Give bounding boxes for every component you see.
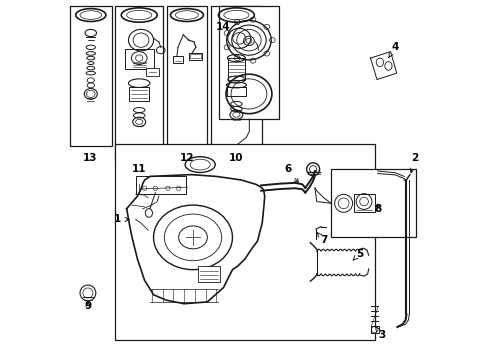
Bar [115, 144, 375, 339]
Bar [354, 194, 375, 212]
Bar [370, 326, 379, 333]
Polygon shape [126, 175, 265, 304]
Bar [167, 6, 207, 146]
Bar [147, 68, 159, 76]
Bar [219, 6, 279, 119]
Bar [191, 54, 200, 58]
Bar [227, 87, 245, 96]
Text: 10: 10 [229, 153, 244, 163]
Text: 12: 12 [180, 153, 194, 163]
Text: 4: 4 [389, 42, 398, 58]
Bar [173, 56, 183, 63]
Text: 8: 8 [374, 204, 381, 214]
Text: 3: 3 [375, 327, 386, 340]
Bar [115, 6, 163, 160]
Polygon shape [370, 51, 397, 80]
Bar [211, 6, 262, 146]
Bar [198, 266, 220, 282]
Text: 11: 11 [132, 164, 146, 174]
Text: 5: 5 [353, 248, 364, 260]
Text: 7: 7 [317, 233, 328, 245]
Text: 9: 9 [84, 301, 92, 311]
Text: 14: 14 [216, 22, 231, 32]
Text: 13: 13 [83, 153, 98, 163]
Text: 2: 2 [410, 153, 418, 173]
Bar [70, 6, 112, 146]
Bar [189, 53, 202, 60]
Bar [228, 58, 245, 80]
Bar [129, 87, 149, 101]
Text: 1: 1 [114, 215, 129, 224]
Bar [125, 49, 153, 69]
Bar [136, 176, 186, 194]
Bar [331, 169, 416, 237]
Text: 6: 6 [284, 163, 298, 183]
